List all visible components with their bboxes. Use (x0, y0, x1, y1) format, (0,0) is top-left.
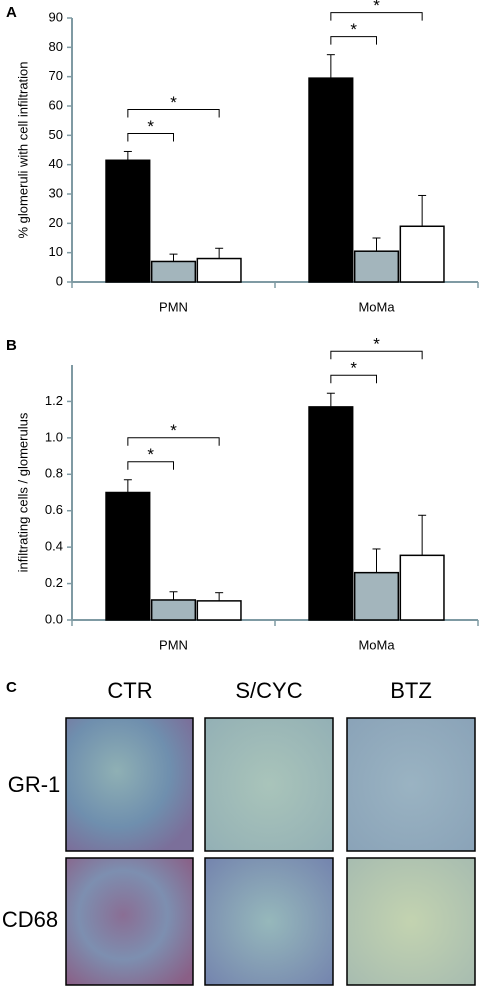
y-tick-label: 1.0 (45, 429, 63, 444)
error-bar (215, 247, 224, 259)
significance-mark: * (147, 445, 154, 464)
error-bar (215, 592, 224, 601)
error-bar (169, 591, 178, 600)
significance-bracket (127, 461, 174, 470)
y-tick-label: 1.2 (45, 393, 63, 408)
y-axis-label: % glomeruli with cell infiltration (15, 61, 30, 238)
micrograph (346, 717, 476, 852)
significance-bracket (330, 374, 377, 384)
y-tick-label: 40 (49, 156, 63, 171)
column-label: CTR (107, 678, 152, 703)
y-axis-label: infiltrating cells / glomerulus (15, 412, 30, 572)
bar (150, 260, 197, 283)
bar (308, 406, 354, 621)
significance-bracket (330, 36, 377, 45)
y-tick-label: 0.8 (45, 466, 63, 481)
column-label: S/CYC (235, 678, 302, 703)
significance-bracket (127, 108, 220, 118)
y-tick-label: 20 (49, 215, 63, 230)
significance-mark: * (170, 421, 177, 440)
significance-bracket (330, 12, 423, 21)
y-tick-label: 70 (49, 68, 63, 83)
x-tick-label: PMN (159, 299, 188, 314)
micrograph (204, 857, 334, 986)
bar (105, 491, 151, 621)
error-bar (123, 150, 132, 161)
y-tick-label: 30 (49, 185, 63, 200)
bar (105, 159, 151, 283)
significance-mark: * (373, 0, 380, 15)
x-tick-label: MoMa (358, 299, 395, 314)
micrograph (65, 717, 194, 852)
bar (196, 257, 242, 283)
bar (150, 599, 197, 621)
significance-mark: * (350, 359, 357, 378)
error-bar (169, 253, 178, 262)
bar (196, 600, 242, 621)
y-tick-label: 10 (49, 244, 63, 259)
panel-label: B (6, 337, 17, 354)
row-label: CD68 (2, 907, 58, 932)
bar (399, 225, 445, 283)
panel-label: C (6, 679, 17, 696)
error-bar (326, 54, 335, 79)
y-tick-label: 0.0 (45, 611, 63, 626)
y-tick-label: 60 (49, 97, 63, 112)
error-bar (372, 237, 381, 252)
significance-bracket (127, 132, 174, 142)
bar (399, 554, 445, 621)
significance-mark: * (147, 117, 154, 136)
micrograph (204, 717, 334, 852)
error-bar (123, 479, 132, 493)
row-label: GR-1 (8, 772, 61, 797)
significance-bracket (330, 350, 423, 360)
error-bar (372, 548, 381, 573)
y-tick-label: 0.4 (45, 539, 63, 554)
y-tick-label: 0.6 (45, 502, 63, 517)
micrograph (346, 857, 476, 986)
significance-mark: * (170, 93, 177, 112)
x-tick-label: MoMa (358, 637, 395, 652)
y-tick-label: 0.2 (45, 575, 63, 590)
significance-bracket (127, 437, 220, 446)
y-tick-label: 50 (49, 127, 63, 142)
panel-label: A (6, 4, 17, 21)
significance-mark: * (350, 20, 357, 39)
error-bar (326, 392, 335, 407)
micrograph (65, 857, 194, 986)
bar (353, 250, 400, 283)
bar (353, 571, 400, 621)
significance-mark: * (373, 335, 380, 354)
x-tick-label: PMN (159, 637, 188, 652)
y-tick-label: 0 (56, 273, 63, 288)
error-bar (418, 194, 427, 227)
y-tick-label: 90 (49, 9, 63, 24)
error-bar (418, 514, 427, 556)
bar (308, 77, 354, 283)
column-label: BTZ (390, 678, 432, 703)
y-tick-label: 80 (49, 39, 63, 54)
